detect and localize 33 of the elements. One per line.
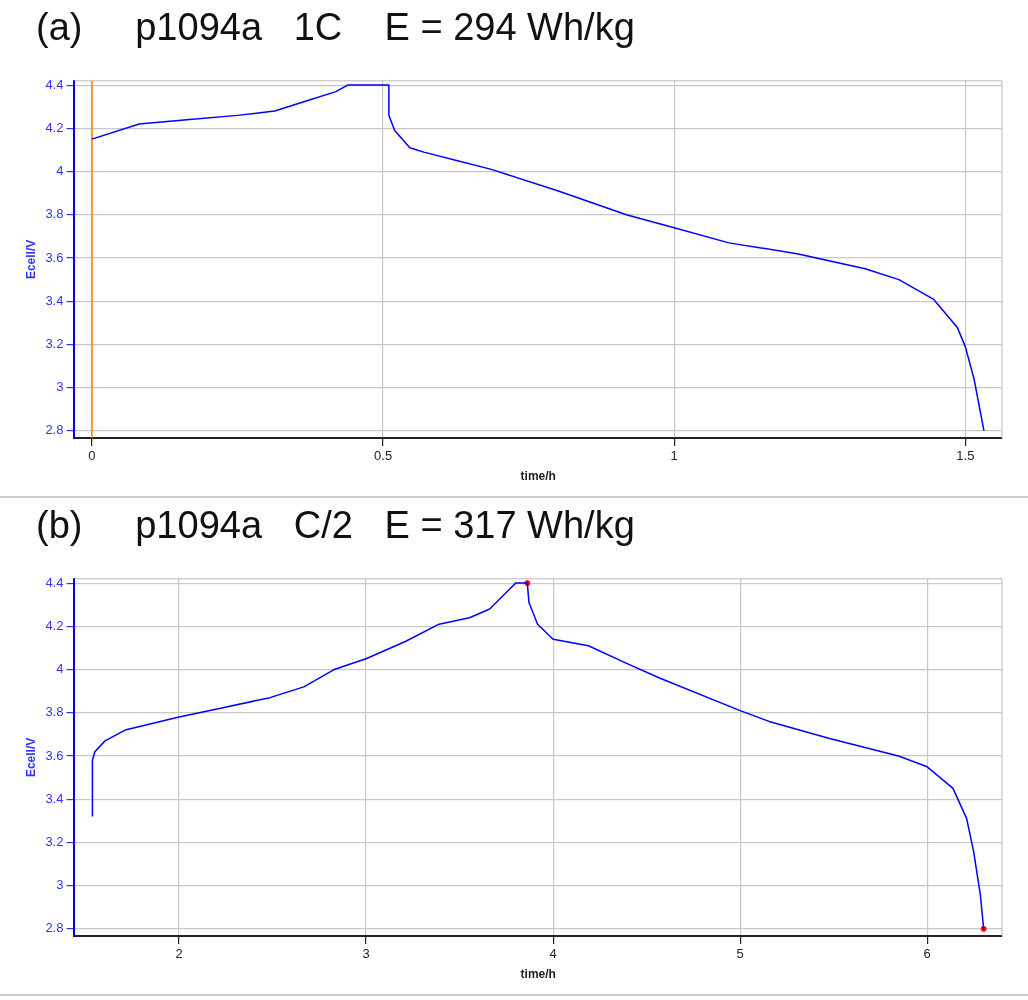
chart-title: (a) p1094a 1C E = 294 Wh/kg [36, 6, 635, 49]
y-axis-title: Ecell/V [23, 239, 38, 280]
x-tick-label: 0 [88, 448, 96, 464]
y-tick-label: 3 [56, 379, 64, 395]
x-tick-label: 1.5 [956, 448, 975, 464]
x-axis-title: time/h [520, 469, 556, 484]
x-axis-title: time/h [520, 967, 556, 982]
y-tick-label: 4.2 [45, 617, 64, 633]
y-tick-label: 3.2 [45, 834, 64, 850]
y-tick-label: 3 [56, 877, 64, 893]
x-tick-label: 2 [175, 946, 183, 962]
y-tick-label: 3.8 [45, 206, 64, 222]
chart-title: (b) p1094a C/2 E = 317 Wh/kg [36, 504, 635, 547]
x-tick-label: 4 [549, 946, 557, 962]
y-tick-label: 2.8 [45, 422, 64, 438]
y-tick-label: 3.6 [45, 747, 64, 763]
y-tick-label: 4.4 [45, 574, 64, 590]
x-tick-label: 1 [670, 448, 678, 464]
y-tick-label: 3.6 [45, 249, 64, 265]
y-axis-title: Ecell/V [23, 737, 38, 778]
y-tick-label: 4 [56, 163, 64, 179]
x-tick-label: 3 [362, 946, 370, 962]
y-tick-label: 4.2 [45, 119, 64, 135]
y-tick-label: 3.2 [45, 336, 64, 352]
y-tick-label: 4.4 [45, 76, 64, 92]
y-tick-label: 3.8 [45, 704, 64, 720]
y-tick-label: 3.4 [45, 790, 64, 806]
y-tick-label: 4 [56, 661, 64, 677]
x-tick-label: 6 [923, 946, 931, 962]
x-tick-label: 0.5 [374, 448, 393, 464]
x-tick-label: 5 [736, 946, 744, 962]
y-tick-label: 3.4 [45, 292, 64, 308]
y-tick-label: 2.8 [45, 920, 64, 936]
